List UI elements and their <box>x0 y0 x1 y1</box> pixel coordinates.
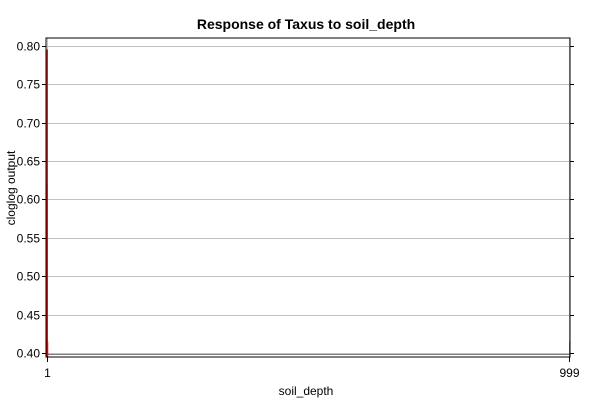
y-tick-label: 0.70 <box>17 117 41 131</box>
y-tick-label: 0.50 <box>17 270 41 284</box>
y-tick-label: 0.45 <box>17 309 41 323</box>
y-tick-label: 0.65 <box>17 155 41 169</box>
y-axis-label: cloglog output <box>4 150 18 225</box>
x-tick-label: 999 <box>559 366 579 380</box>
grid-lines <box>46 38 570 357</box>
y-tick-label: 0.60 <box>17 193 41 207</box>
data-marks <box>46 49 571 357</box>
y-tick-label: 0.80 <box>17 40 41 54</box>
x-axis-label: soil_depth <box>279 384 334 398</box>
chart-title: Response of Taxus to soil_depth <box>197 16 415 32</box>
plot-frame <box>45 37 571 358</box>
y-tick-label: 0.55 <box>17 232 41 246</box>
y-tick-label: 0.75 <box>17 78 41 92</box>
y-tick-label: 0.40 <box>17 347 41 361</box>
x-tick-label: 1 <box>44 366 51 380</box>
axis-ticks: 0.40 0.45 0.50 0.55 0.60 0.65 0.70 0.75 0.80 1 999 <box>17 40 580 381</box>
